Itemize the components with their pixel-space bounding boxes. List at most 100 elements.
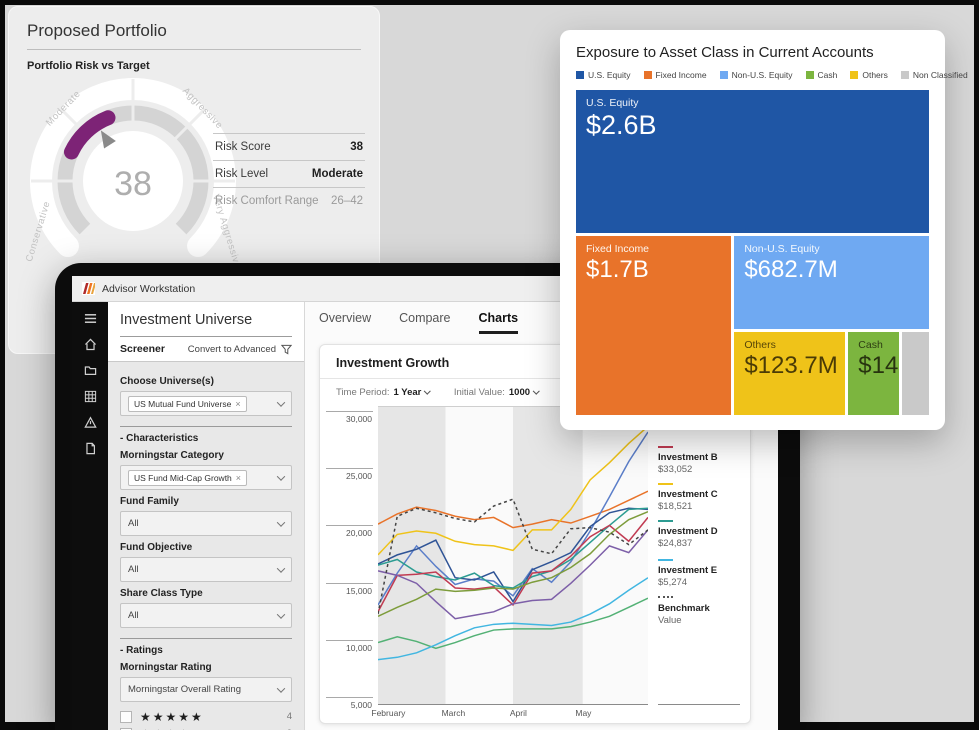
legend-us-equity[interactable]: U.S. Equity — [576, 70, 631, 80]
legend-benchmark[interactable]: Benchmark Value — [658, 596, 710, 627]
alerts-icon[interactable] — [83, 416, 97, 429]
series-line — [378, 432, 648, 605]
menu-icon[interactable] — [84, 312, 97, 325]
series-value: Value — [658, 614, 682, 626]
risk-pointer-icon — [100, 130, 116, 149]
share-class-type-label: Share Class Type — [120, 588, 203, 599]
morningstar-logo-icon — [82, 282, 95, 295]
series-line-investment-c — [378, 426, 648, 555]
rating-filter-row-4stars[interactable]: ★★★★ 3 — [120, 725, 292, 730]
checkbox[interactable] — [120, 727, 132, 730]
chip-remove-icon[interactable]: × — [235, 398, 241, 409]
series-legend: Investment B $33,052 Investment C $18,52… — [648, 406, 740, 705]
convert-to-advanced-link[interactable]: Convert to Advanced — [188, 344, 292, 355]
treemap-cell-fixed-income[interactable]: Fixed Income $1.7B — [576, 236, 732, 415]
series-name: Investment B — [658, 452, 718, 463]
line-chart-plot — [378, 407, 648, 704]
stat-value: 38 — [350, 141, 363, 153]
treemap-cell-non-us-equity[interactable]: Non-U.S. Equity $682.7M — [734, 236, 929, 330]
time-period-control[interactable]: Time Period: 1 Year — [336, 387, 431, 398]
chevron-down-icon — [276, 517, 286, 527]
legend-fixed-income[interactable]: Fixed Income — [643, 70, 707, 80]
rating-count: 4 — [286, 711, 292, 722]
rating-filter-row-5stars[interactable]: ★★★★★ 4 — [120, 708, 292, 725]
rating-count: 3 — [287, 728, 292, 730]
legend-non-classified[interactable]: Non Classified — [900, 70, 968, 80]
stat-label: Risk Level — [215, 168, 269, 180]
cell-label: U.S. Equity — [586, 97, 639, 109]
checkbox[interactable] — [120, 710, 132, 723]
filter-funnel-icon[interactable] — [281, 344, 292, 355]
tab-compare[interactable]: Compare — [399, 311, 451, 325]
tab-overview[interactable]: Overview — [319, 311, 372, 325]
sidebar-title: Investment Universe — [120, 312, 253, 328]
series-swatch — [658, 446, 673, 448]
screener-filters-panel: Choose Universe(s) US Mutual Fund Univer… — [108, 361, 304, 730]
initial-value: 1000 — [508, 387, 531, 398]
x-month-label: April — [509, 708, 527, 718]
series-line-benchmark — [378, 499, 648, 614]
universe-select[interactable]: US Mutual Fund Universe × — [120, 391, 292, 416]
folder-icon[interactable] — [84, 364, 97, 377]
characteristics-section-header[interactable]: - Characteristics — [120, 433, 199, 444]
stars-5-icon: ★★★★★ — [140, 709, 204, 724]
series-value: $18,521 — [658, 500, 693, 512]
legend-investment-c[interactable]: Investment C $18,521 — [658, 483, 718, 513]
chip-remove-icon[interactable]: × — [235, 472, 242, 483]
treemap-cell-non-classified[interactable] — [901, 332, 929, 415]
treemap-cell-cash[interactable]: Cash $14.. — [848, 332, 899, 415]
plot-area — [378, 406, 648, 705]
y-tick-label: 25,000 — [346, 471, 372, 481]
y-tick: 20,000 — [326, 525, 373, 538]
portfolio-card-subtitle: Portfolio Risk vs Target — [27, 60, 150, 72]
choose-universe-label: Choose Universe(s) — [120, 376, 214, 387]
chevron-down-icon — [276, 397, 286, 407]
series-swatch — [658, 559, 673, 561]
x-axis: February March April May — [371, 705, 638, 723]
fund-family-label: Fund Family — [120, 496, 179, 507]
ratings-section-header[interactable]: - Ratings — [120, 645, 163, 656]
category-chip-label: US Fund Mid-Cap Growth — [134, 472, 232, 483]
home-icon[interactable] — [84, 338, 97, 351]
initial-value-control[interactable]: Initial Value: 1000 — [454, 387, 540, 398]
y-axis: 30,000 25,000 20,000 15,000 10,000 5,000 — [326, 406, 378, 710]
chart-controls: Time Period: 1 Year Initial Value: 1000 — [320, 379, 750, 404]
x-month-label: February — [371, 708, 406, 718]
y-tick-label: 5,000 — [350, 700, 372, 711]
chevron-down-icon — [533, 387, 540, 395]
morningstar-rating-value: Morningstar Overall Rating — [128, 684, 241, 695]
legend-cash[interactable]: Cash — [805, 70, 837, 80]
treemap-cell-us-equity[interactable]: U.S. Equity $2.6B — [576, 90, 929, 233]
legend-investment-b[interactable]: Investment B $33,052 — [658, 446, 718, 476]
series-swatch — [658, 483, 673, 485]
divider — [120, 336, 292, 337]
legend-non-us-equity[interactable]: Non-U.S. Equity — [719, 70, 793, 80]
treemap-cell-others[interactable]: Others $123.7M — [734, 332, 846, 415]
grid-icon[interactable] — [84, 390, 97, 403]
share-class-type-select[interactable]: All — [120, 603, 292, 628]
category-chip[interactable]: US Fund Mid-Cap Growth × — [128, 469, 248, 486]
legend-others[interactable]: Others — [850, 70, 888, 80]
y-tick-label: 15,000 — [346, 585, 372, 596]
growth-chart: 30,000 25,000 20,000 15,000 10,000 5,000 Inve… — [320, 404, 750, 710]
morningstar-rating-select[interactable]: Morningstar Overall Rating — [120, 677, 292, 702]
cell-value: $2.6B — [586, 110, 657, 140]
legend-investment-d[interactable]: Investment D $24,837 — [658, 520, 718, 550]
share-class-type-value: All — [128, 610, 139, 621]
fund-family-select[interactable]: All — [120, 511, 292, 536]
treemap-legend: U.S. Equity Fixed Income Non-U.S. Equity… — [576, 70, 968, 80]
morningstar-category-select[interactable]: US Fund Mid-Cap Growth × — [120, 465, 292, 490]
tab-charts[interactable]: Charts — [478, 311, 519, 334]
series-line — [378, 530, 648, 619]
stat-label: Risk Comfort Range — [215, 195, 319, 207]
document-icon[interactable] — [84, 442, 97, 455]
divider — [120, 426, 292, 427]
series-name: Investment E — [658, 565, 718, 576]
cell-value: $682.7M — [744, 256, 838, 283]
universe-chip[interactable]: US Mutual Fund Universe × — [128, 395, 247, 412]
stat-value: 26–42 — [331, 195, 363, 207]
legend-investment-e[interactable]: Investment E $5,274 — [658, 559, 717, 589]
legend-label: Fixed Income — [655, 70, 707, 80]
fund-objective-select[interactable]: All — [120, 557, 292, 582]
swatch — [719, 71, 728, 79]
